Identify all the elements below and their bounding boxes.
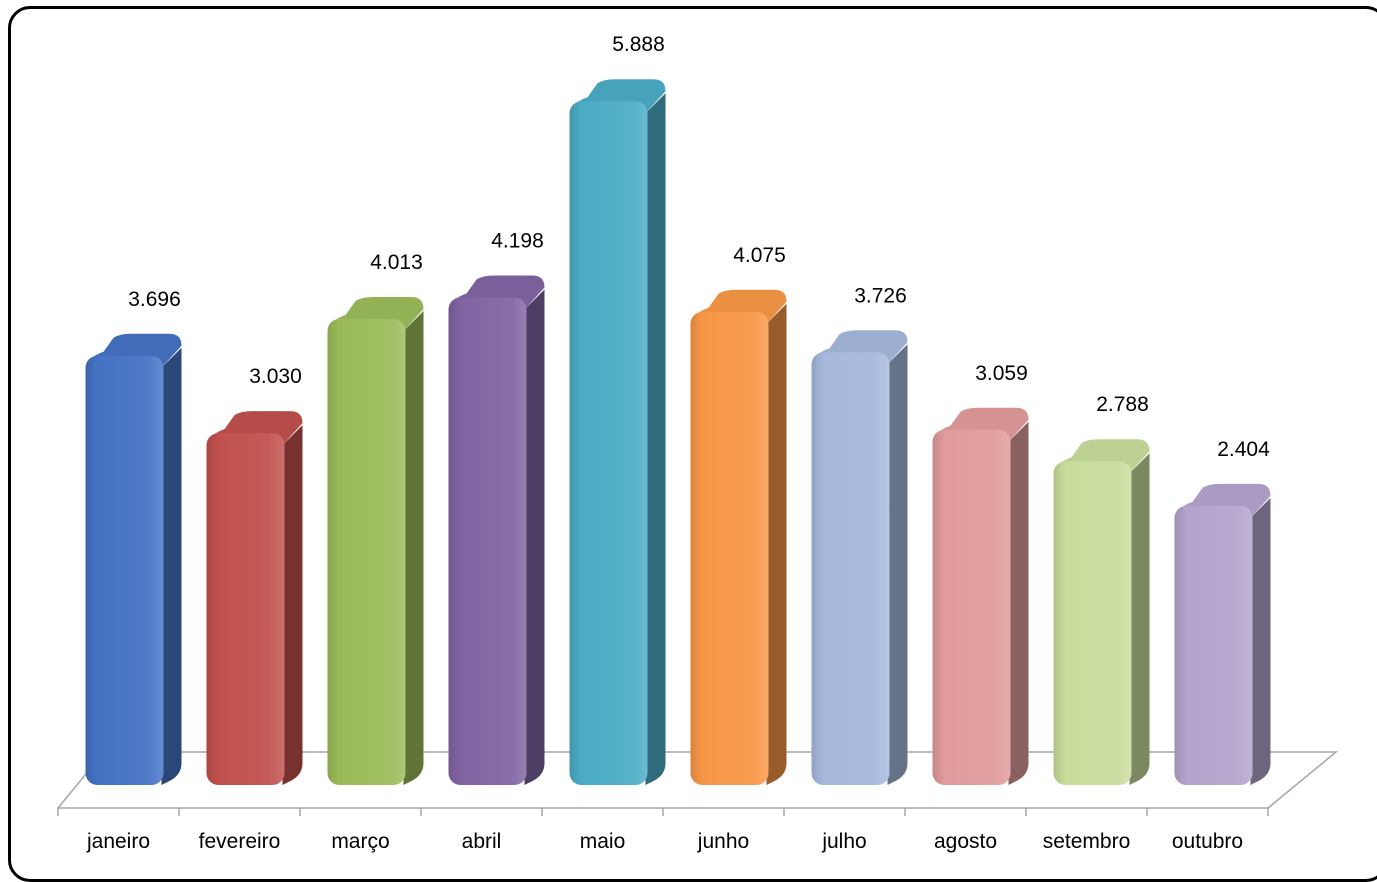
value-labels-group: 3.696 3.030 4.013 4.198 5.888 4.075 3.726 3.059…: [128, 33, 1270, 461]
x-tick-label: junho: [697, 830, 749, 853]
bar-julho: [811, 330, 908, 785]
bar-front-face: [206, 433, 285, 785]
bar-maio: [569, 79, 666, 786]
category-labels-group: janeiro fevereiro março abril maio junho julho…: [86, 830, 1243, 853]
bar-side-face: [524, 289, 545, 785]
x-tick-label: julho: [821, 830, 866, 853]
bar-front-face: [690, 311, 769, 785]
bar-fevereiro: [206, 411, 303, 785]
value-label: 4.075: [733, 244, 786, 267]
bar-side-face: [161, 347, 182, 785]
x-tick-label: abril: [462, 830, 502, 853]
bar-agosto: [932, 407, 1029, 785]
bar-junho: [690, 289, 787, 785]
bar-setembro: [1053, 439, 1150, 785]
bar-front-face: [811, 352, 890, 785]
value-label: 4.013: [370, 251, 423, 274]
x-tick-label: fevereiro: [199, 830, 281, 853]
bar-front-face: [932, 429, 1011, 785]
bar-side-face: [282, 425, 303, 785]
x-tick-label: maio: [580, 830, 626, 853]
bar-side-face: [645, 93, 666, 786]
bar-side-face: [1129, 453, 1150, 785]
bar-side-face: [1250, 497, 1271, 785]
bar-abril: [448, 275, 545, 785]
bar-side-face: [887, 344, 908, 785]
value-label: 3.696: [128, 288, 181, 311]
value-label: 4.198: [491, 229, 544, 252]
bar-front-face: [1174, 505, 1253, 785]
x-tick-label: setembro: [1043, 830, 1131, 853]
bar-front-face: [327, 318, 406, 785]
bar-front-face: [1053, 461, 1132, 785]
x-tick-label: março: [331, 830, 389, 853]
value-label: 2.404: [1217, 438, 1270, 461]
value-label: 3.059: [975, 362, 1028, 385]
x-tick-label: janeiro: [86, 830, 150, 853]
value-label: 2.788: [1096, 393, 1149, 416]
bar-side-face: [766, 303, 787, 785]
value-label: 3.726: [854, 284, 907, 307]
bars-group: [85, 79, 1271, 786]
bar-janeiro: [85, 333, 182, 785]
bar-março: [327, 296, 424, 785]
bar-side-face: [1008, 421, 1029, 785]
bar-front-face: [85, 355, 164, 785]
x-tick-label: outubro: [1172, 830, 1243, 853]
value-label: 5.888: [612, 33, 665, 56]
bar-side-face: [403, 310, 424, 785]
bar-front-face: [569, 101, 648, 786]
value-label: 3.030: [249, 365, 302, 388]
bar-outubro: [1174, 483, 1271, 785]
bar-front-face: [448, 297, 527, 785]
x-tick-label: agosto: [934, 830, 997, 853]
